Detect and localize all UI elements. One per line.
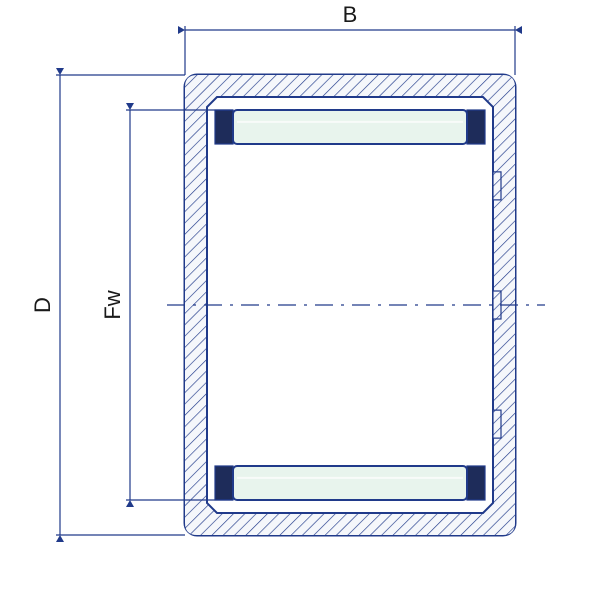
arrowhead	[56, 68, 64, 75]
arrowhead	[515, 26, 522, 34]
dim-label-d: D	[30, 297, 55, 313]
arrowhead	[56, 535, 64, 542]
arrowhead	[126, 103, 134, 110]
arrowhead	[126, 500, 134, 507]
roller-bottom	[215, 466, 485, 500]
arrowhead	[178, 26, 185, 34]
dim-label-b: B	[343, 2, 358, 27]
retainer-notch-0	[493, 172, 501, 200]
roller-top	[215, 110, 485, 144]
dim-label-fw: Fw	[100, 290, 125, 319]
retainer-notch-1	[493, 291, 501, 319]
retainer-notch-2	[493, 410, 501, 438]
